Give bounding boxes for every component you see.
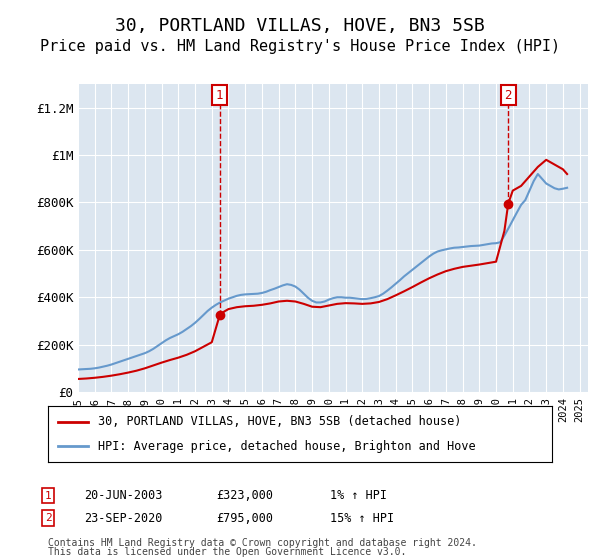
Text: £795,000: £795,000 [216,511,273,525]
Text: Contains HM Land Registry data © Crown copyright and database right 2024.: Contains HM Land Registry data © Crown c… [48,538,477,548]
Text: 30, PORTLAND VILLAS, HOVE, BN3 5SB (detached house): 30, PORTLAND VILLAS, HOVE, BN3 5SB (deta… [98,415,462,428]
Text: 2: 2 [44,513,52,523]
Text: This data is licensed under the Open Government Licence v3.0.: This data is licensed under the Open Gov… [48,547,406,557]
Text: 1: 1 [44,491,52,501]
Text: Price paid vs. HM Land Registry's House Price Index (HPI): Price paid vs. HM Land Registry's House … [40,39,560,54]
Text: 15% ↑ HPI: 15% ↑ HPI [330,511,394,525]
Text: HPI: Average price, detached house, Brighton and Hove: HPI: Average price, detached house, Brig… [98,440,476,453]
Text: 2: 2 [505,88,512,101]
Text: £323,000: £323,000 [216,489,273,502]
Text: 23-SEP-2020: 23-SEP-2020 [84,511,163,525]
Text: 30, PORTLAND VILLAS, HOVE, BN3 5SB: 30, PORTLAND VILLAS, HOVE, BN3 5SB [115,17,485,35]
Text: 20-JUN-2003: 20-JUN-2003 [84,489,163,502]
Text: 1% ↑ HPI: 1% ↑ HPI [330,489,387,502]
Text: 1: 1 [216,88,223,101]
